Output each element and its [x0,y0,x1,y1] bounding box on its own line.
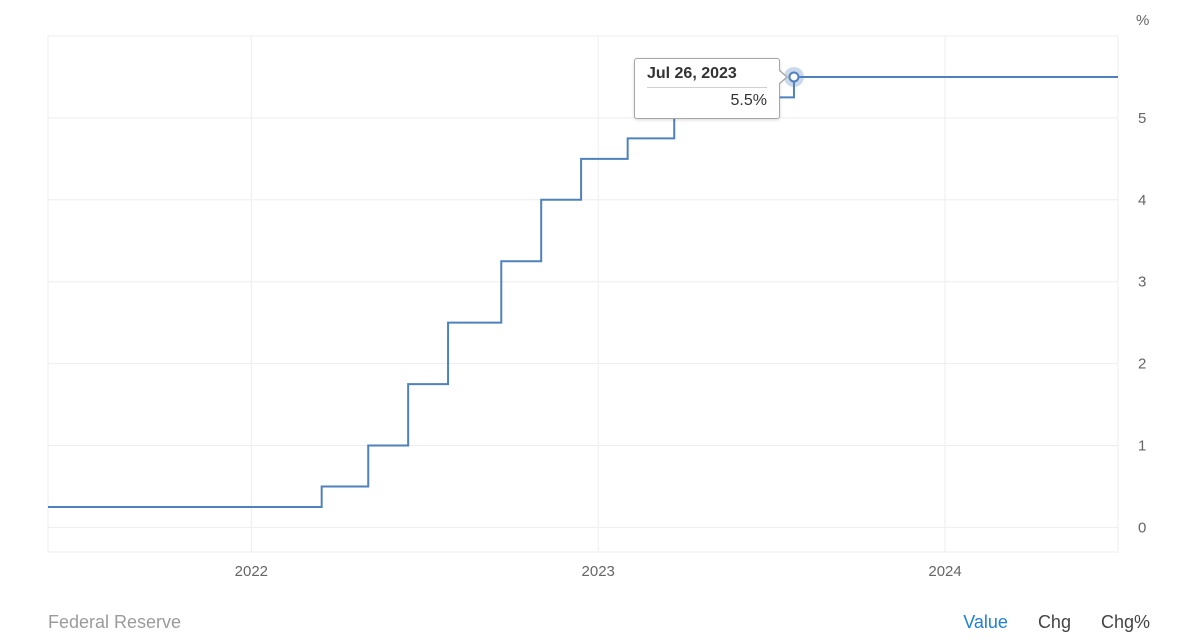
svg-text:3: 3 [1138,274,1146,291]
svg-text:2023: 2023 [582,563,615,580]
svg-text:4: 4 [1138,192,1146,209]
svg-text:1: 1 [1138,438,1146,455]
svg-text:2024: 2024 [928,563,961,580]
metric-chg-pct[interactable]: Chg% [1101,612,1150,633]
tooltip-date: Jul 26, 2023 [647,65,767,88]
metric-switcher: Value Chg Chg% [963,612,1150,633]
source-label: Federal Reserve [48,612,181,633]
y-axis-unit-label: % [1136,12,1149,29]
metric-value[interactable]: Value [963,612,1008,633]
svg-text:2022: 2022 [235,563,268,580]
tooltip-value: 5.5% [647,92,767,110]
chart-tooltip: Jul 26, 2023 5.5% [634,58,780,119]
svg-text:0: 0 [1138,519,1146,536]
svg-text:2: 2 [1138,356,1146,373]
rate-chart[interactable]: 0 1 2 3 4 5 2022 2023 2024 [0,0,1200,643]
chart-footer: Federal Reserve Value Chg Chg% [48,609,1150,635]
svg-text:5: 5 [1138,110,1146,127]
chart-container: 0 1 2 3 4 5 2022 2023 2024 % Jul 26, 2023 5.5% F… [0,0,1200,643]
metric-chg[interactable]: Chg [1038,612,1071,633]
